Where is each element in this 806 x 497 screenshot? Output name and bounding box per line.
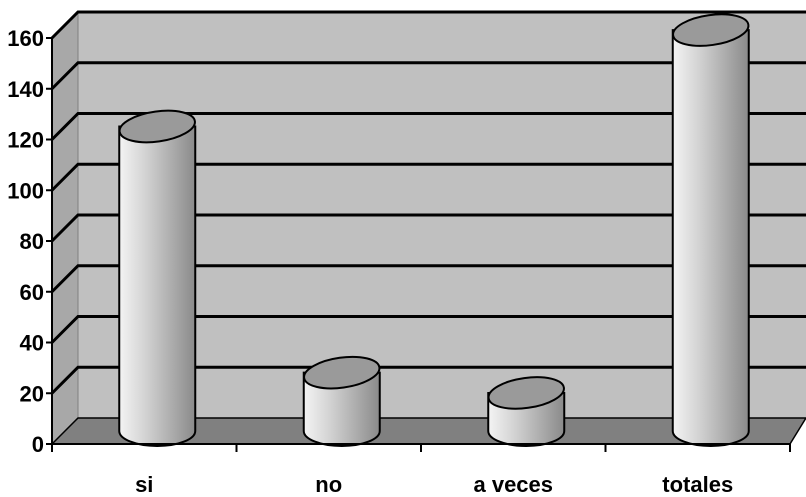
y-tick-label: 160 [7, 26, 44, 51]
y-tick-label: 20 [20, 381, 44, 406]
gridline [50, 61, 806, 90]
y-tick-label: 100 [7, 178, 44, 203]
gridline [50, 365, 806, 395]
y-tick-label: 40 [20, 331, 44, 356]
bar [487, 376, 566, 447]
gridline [50, 10, 806, 40]
x-tick-label: si [135, 472, 153, 497]
y-tick-label: 120 [7, 128, 44, 153]
y-tick-label: 140 [7, 77, 44, 102]
bar [302, 355, 381, 447]
gridline [50, 162, 806, 192]
gridline [50, 264, 806, 293]
x-tick-label: a veces [473, 472, 553, 497]
y-tick-label: 80 [20, 229, 44, 254]
gridline [50, 213, 806, 243]
x-tick-label: totales [662, 472, 733, 497]
y-tick-label: 60 [20, 280, 44, 305]
gridline [50, 315, 806, 344]
x-tick-label: no [315, 472, 342, 497]
y-tick-label: 0 [32, 432, 44, 457]
y-axis: 0 20 40 60 80 100 120 140 160 [7, 26, 53, 457]
bar [118, 109, 197, 447]
x-axis: si no a veces totales [51, 443, 791, 497]
plot-area [50, 10, 806, 447]
gridline [50, 112, 806, 141]
bar [671, 13, 750, 447]
